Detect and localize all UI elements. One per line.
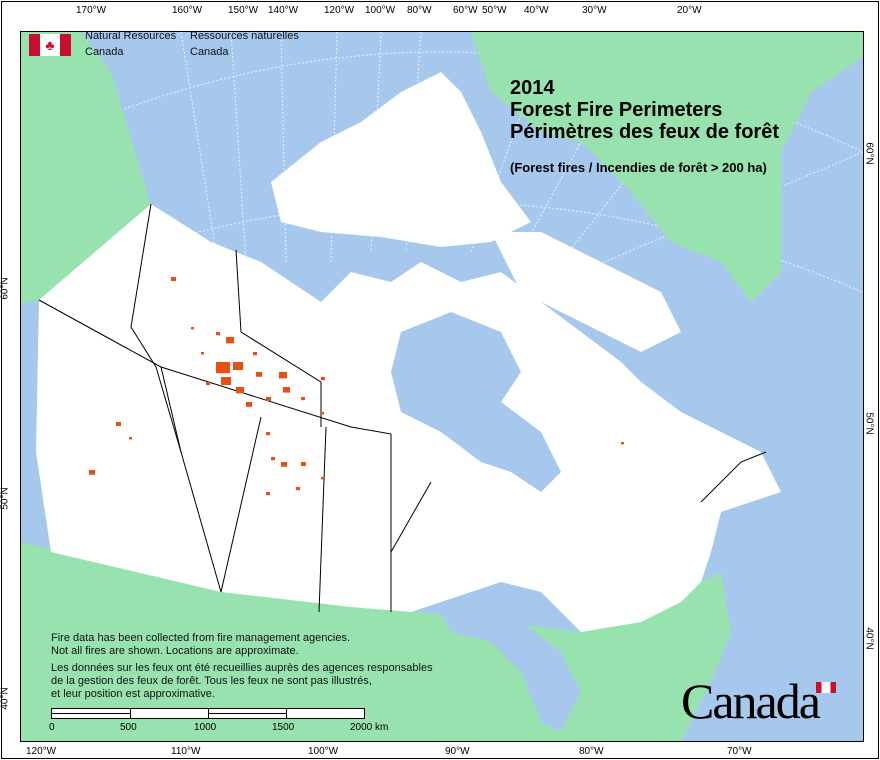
note-fr-1: Les données sur les feux ont été recueil… [51,662,433,674]
org-name-fr: Ressources naturelles [190,31,299,42]
fire-perimeter [171,277,176,281]
right-tick: 50°N [863,412,875,435]
top-tick: 100°W [365,5,396,16]
fire-perimeter [236,387,244,394]
wordmark-flag-icon [816,682,836,693]
scale-label: 0 [49,722,55,733]
canada-flag-icon: ♣ [29,34,71,56]
fire-perimeter [216,362,230,374]
note-fr-3: et leur position est approximative. [51,688,215,700]
arctic-islands [271,72,531,247]
title-year: 2014 [510,77,555,99]
fire-perimeter [116,422,121,426]
canada-mainland [36,204,781,632]
fire-perimeter [321,477,324,480]
bottom-tick: 100°W [308,746,339,757]
org-country-fr: Canada [190,46,229,58]
fire-perimeter [266,492,270,496]
top-tick: 170°W [76,5,107,16]
fire-perimeter [321,412,324,415]
greenland-land [471,32,863,302]
data-note: Fire data has been collected from fire m… [51,632,433,705]
fire-perimeter [296,487,300,491]
note-en-2: Not all fires are shown. Locations are a… [51,645,299,657]
bottom-tick: 70°W [727,746,752,757]
fire-perimeter [279,372,287,379]
fire-perimeter [221,377,231,385]
fire-perimeter [226,337,234,344]
canada-wordmark: Canada [681,673,821,729]
top-tick: 120°W [324,5,355,16]
map-subtitle: (Forest fires / Incendies de forêt > 200… [510,160,767,175]
note-en-1: Fire data has been collected from fire m… [51,632,350,644]
fire-perimeter [191,327,194,330]
fire-perimeter [621,442,624,445]
fire-perimeter [281,462,287,467]
bottom-tick: 90°W [445,746,470,757]
top-tick: 20°W [677,5,702,16]
top-tick: 30°W [582,5,607,16]
fire-perimeter [301,462,306,466]
top-tick: 60°W [453,5,478,16]
fire-perimeter [201,352,204,355]
bottom-tick: 110°W [171,746,201,757]
left-tick: 50°N [0,487,11,510]
top-tick: 50°W [482,5,507,16]
fire-perimeter [233,362,243,370]
fire-perimeter [89,470,95,475]
provincial-boundaries [38,203,767,613]
top-tick: 80°W [407,5,432,16]
fire-perimeter [301,397,305,401]
note-fr-2: de la gestion des feux de forêt. Tous le… [51,675,372,687]
bottom-tick: 120°W [26,746,57,757]
map-frame: ♣ Natural Resources Canada Ressources nat… [20,31,864,742]
scale-label: 1500 [272,722,295,733]
left-tick: 40°N [0,687,11,710]
right-tick: 40°N [863,627,875,650]
fire-perimeter [253,352,257,356]
fire-perimeter [216,332,220,336]
top-tick: 150°W [228,5,259,16]
fire-perimeter [129,437,132,440]
great-lakes [441,607,581,732]
right-tick: 60°N [863,142,875,165]
top-tick: 40°W [524,5,549,16]
left-tick: 60°N [0,277,11,300]
map-title: 2014 Forest Fire Perimeters Périmètres d… [510,77,779,143]
scale-label: 2000 km [350,722,389,733]
fire-perimeter [246,402,252,407]
baffin-island [491,232,681,352]
bottom-tick: 80°W [579,746,604,757]
title-fr: Périmètres des feux de forêt [510,121,779,143]
map-canvas [21,32,863,741]
fire-perimeter [256,372,262,377]
hudson-bay [391,312,561,492]
scale-label: 500 [120,722,137,733]
top-tick: 140°W [268,5,299,16]
fire-perimeter [266,432,270,436]
fire-perimeter [271,457,275,461]
fire-perimeter [283,387,290,393]
scale-label: 1000 [194,722,217,733]
title-en: Forest Fire Perimeters [510,99,723,121]
top-tick: 160°W [172,5,203,16]
alaska-land [21,32,151,304]
org-name-en: Natural Resources [85,31,177,42]
scale-bar [51,708,365,719]
org-country-en: Canada [85,46,124,58]
fire-perimeters [89,277,624,496]
fire-perimeter [321,377,325,381]
fire-perimeter [266,397,271,401]
fire-perimeter [206,382,210,386]
